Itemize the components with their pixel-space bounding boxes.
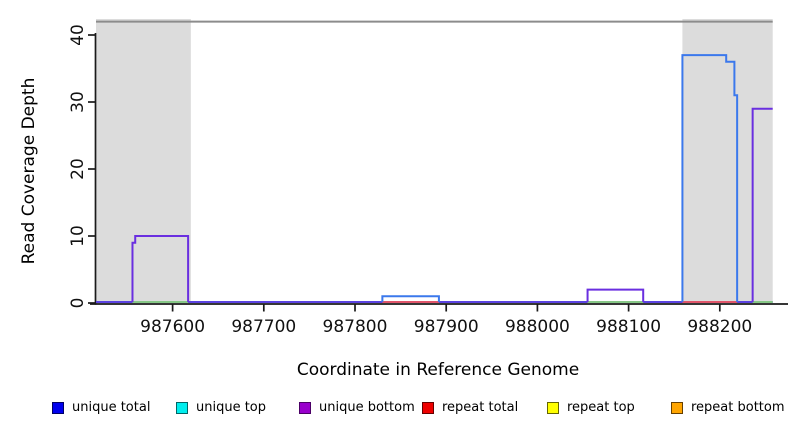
y-tick-label: 10 (68, 225, 88, 247)
unique-top-swatch (176, 402, 188, 414)
repeat-total-swatch (422, 402, 434, 414)
x-tick-label: 988100 (596, 317, 661, 337)
unique-total-swatch (52, 402, 64, 414)
series-unique-bottom (131, 235, 190, 302)
repeat-bottom-swatch (671, 402, 683, 414)
legend-item-unique-total: unique total (52, 398, 150, 418)
legend-item-unique-bottom: unique bottom (299, 398, 415, 418)
legend-label: repeat total (442, 400, 519, 415)
x-tick-label: 987900 (414, 317, 479, 337)
repeat-top-swatch (547, 402, 559, 414)
legend-item-repeat-total: repeat total (422, 398, 518, 418)
x-tick-label: 988200 (687, 317, 752, 337)
y-tick-label: 30 (68, 91, 88, 113)
coverage-plot: 987600 987700 987800 987900 988000 988100 9882… (68, 19, 788, 337)
x-tick-label: 988000 (505, 317, 570, 337)
legend-label: repeat top (567, 400, 635, 415)
series-unique-total (681, 54, 739, 302)
legend-item-repeat-bottom: repeat bottom (671, 398, 785, 418)
y-tick-label: 20 (68, 158, 88, 180)
y-axis-title: Read Coverage Depth (19, 77, 39, 265)
x-tick-label: 987600 (140, 317, 205, 337)
legend: unique total unique top unique bottom re… (0, 398, 792, 422)
unique-bottom-swatch (299, 402, 311, 414)
repeat-region (682, 19, 773, 303)
legend-label: unique total (72, 400, 151, 415)
legend-label: unique bottom (319, 400, 415, 415)
y-tick-label: 0 (68, 298, 88, 309)
series-unique-bottom (586, 288, 645, 302)
series-unique-total (381, 295, 440, 302)
legend-label: unique top (196, 400, 267, 415)
x-tick-label: 987800 (323, 317, 388, 337)
x-tick-label: 987700 (231, 317, 296, 337)
y-tick-label: 40 (68, 24, 88, 46)
legend-item-unique-top: unique top (176, 398, 266, 418)
legend-label: repeat bottom (691, 400, 785, 415)
legend-item-repeat-top: repeat top (547, 398, 635, 418)
series-unique-bottom (751, 107, 773, 302)
x-axis-title: Coordinate in Reference Genome (296, 360, 580, 380)
repeat-region (96, 19, 191, 303)
